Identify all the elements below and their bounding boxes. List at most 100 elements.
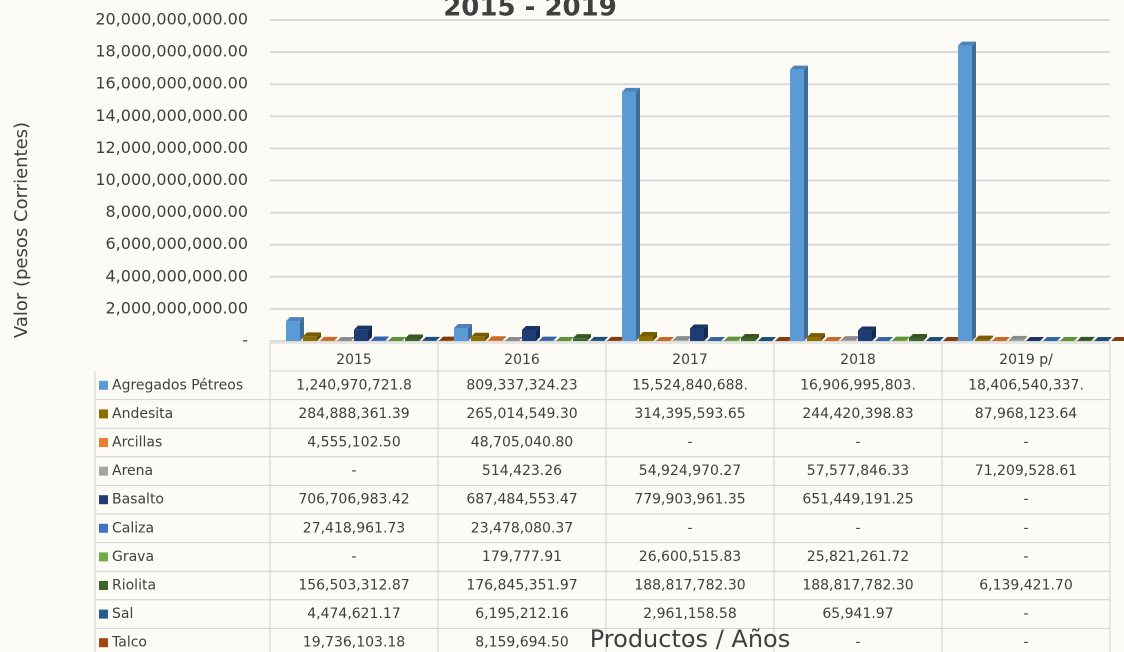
bar-side (738, 336, 742, 341)
bar-side (821, 333, 825, 341)
legend-key (99, 609, 108, 619)
bar (673, 340, 687, 341)
bar-top (607, 336, 625, 341)
table-value: 15,524,840,688. (632, 377, 748, 393)
bar-top (1009, 335, 1027, 340)
bar-side (940, 336, 944, 341)
table-value: 4,474,621.17 (307, 606, 401, 622)
bar-top (673, 336, 691, 341)
table-value: 779,903,961.35 (634, 492, 745, 508)
bar-top (758, 336, 776, 341)
table-value: - (1023, 635, 1028, 651)
bar (807, 337, 821, 341)
table-value: 18,406,540,337. (968, 377, 1084, 393)
bar-top (320, 336, 338, 341)
bar-side (317, 332, 321, 341)
bar-top (454, 324, 472, 329)
legend-key (99, 438, 108, 447)
table-value: 54,924,970.27 (639, 463, 741, 479)
x-tick-label: 2016 (504, 352, 540, 368)
bar-top (690, 324, 708, 329)
bar-top (807, 333, 825, 338)
table-value: - (1023, 435, 1028, 451)
bar-top (405, 334, 423, 339)
table-value: 6,139,421.70 (979, 578, 1073, 594)
bar-side (570, 336, 574, 341)
legend-label: Arena (112, 463, 153, 479)
table-value: 244,420,398.83 (802, 406, 913, 422)
bar-side (536, 325, 540, 341)
bar-top (841, 336, 859, 341)
bar-top (892, 336, 910, 341)
table-value: 156,503,312.87 (298, 578, 409, 594)
bar-top (337, 337, 355, 341)
table-value: 8,159,694.50 (475, 635, 569, 651)
bar-top (1111, 337, 1124, 341)
bar-side (653, 331, 657, 341)
bar-top (1026, 337, 1044, 341)
bar (858, 330, 872, 341)
bar (405, 338, 419, 341)
bar-top (1043, 337, 1061, 341)
bar-top (656, 337, 674, 341)
y-tick-label: 6,000,000,000.00 (106, 234, 249, 253)
legend-label: Basalto (112, 492, 164, 508)
legend-key (99, 409, 108, 419)
table-value: - (351, 549, 356, 565)
bar-top (1077, 336, 1095, 341)
y-tick-label: 14,000,000,000.00 (95, 106, 248, 125)
bar (841, 340, 855, 341)
bar-side (587, 334, 591, 341)
bar-top (707, 337, 725, 341)
bar-top (539, 336, 557, 341)
bar (958, 45, 972, 342)
bar-side (1091, 336, 1095, 341)
table-value: 27,418,961.73 (303, 520, 405, 536)
bar-top (286, 317, 304, 322)
y-tick-label: 20,000,000,000.00 (95, 10, 248, 29)
x-tick-label: 2015 (336, 352, 372, 368)
table-value: 1,240,970,721.8 (296, 377, 412, 393)
bar-side (334, 336, 338, 341)
bar (303, 336, 317, 341)
bar-top (958, 41, 976, 46)
y-axis-label: Valor (pesos Corrientes) (11, 122, 32, 338)
bar-side (604, 336, 608, 341)
legend-key (99, 495, 108, 505)
bar-side (300, 317, 304, 341)
bar-top (371, 336, 389, 341)
bar (975, 339, 989, 341)
bar-top (303, 332, 321, 337)
bar (573, 338, 587, 341)
table-value: 176,845,351.97 (466, 578, 577, 594)
table-value: 265,014,549.30 (466, 406, 577, 422)
bar-side (804, 65, 808, 342)
bar-side (636, 87, 640, 341)
bar-top (388, 337, 406, 341)
bar-top (505, 336, 523, 341)
bar-top (422, 336, 440, 341)
bar-top (992, 337, 1010, 341)
table-value: - (351, 463, 356, 479)
y-tick-label: 18,000,000,000.00 (95, 42, 248, 61)
bar-top (943, 337, 961, 341)
bar (471, 336, 485, 341)
x-tick-label: 2017 (672, 352, 708, 368)
table-value: - (1023, 520, 1028, 536)
bar-top (741, 333, 759, 338)
bar-top (471, 332, 489, 337)
table-value: 188,817,782.30 (634, 578, 745, 594)
bar-top (858, 326, 876, 331)
y-tick-label: 16,000,000,000.00 (95, 74, 248, 93)
bar-side (553, 336, 557, 341)
table-value: - (687, 520, 692, 536)
bar-side (368, 325, 372, 341)
x-axis-label: Productos / Años (590, 625, 790, 652)
bar-side (972, 41, 976, 342)
table-value: 314,395,593.65 (634, 406, 745, 422)
bar (522, 329, 536, 341)
bar-top (488, 336, 506, 341)
bar-top (824, 337, 842, 341)
